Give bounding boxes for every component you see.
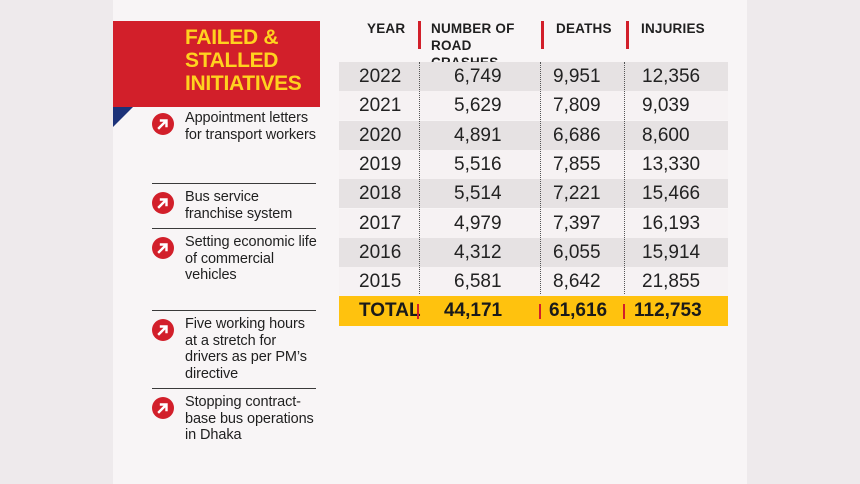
cell-deaths: 9,951 [553, 66, 601, 87]
initiative-label: Appointment letters for transport worker… [185, 110, 316, 143]
total-separator [539, 304, 541, 319]
cell-year: 2022 [359, 66, 402, 87]
arrow-up-right-icon [152, 237, 174, 259]
cell-crashes: 5,514 [454, 183, 502, 205]
list-divider [152, 228, 316, 229]
cell-year: 2016 [359, 241, 402, 263]
cell-deaths: 7,809 [553, 95, 601, 117]
cell-year: 2017 [359, 212, 402, 234]
arrow-up-right-icon [152, 397, 174, 419]
cell-year: 2015 [359, 271, 402, 293]
initiatives-banner: FAILED & STALLED INITIATIVES [113, 21, 320, 107]
table-row: 2016 4,312 6,055 15,914 [339, 237, 728, 267]
cell-injuries: 15,914 [642, 241, 701, 263]
cell-injuries: 16,193 [642, 212, 701, 234]
table-row: 2019 5,516 7,855 13,330 [339, 149, 728, 179]
cell-deaths: 7,855 [553, 153, 601, 175]
cell-crashes: 6,749 [454, 66, 502, 87]
header-deaths: DEATHS [556, 21, 612, 36]
cell-year: 2019 [359, 153, 402, 175]
cell-year: 2020 [359, 124, 402, 146]
table-row: 2022 6,749 9,951 12,356 [339, 62, 728, 91]
table-row: 2021 5,629 7,809 9,039 [339, 91, 728, 121]
initiative-label: Bus service franchise system [185, 189, 293, 222]
banner-title: FAILED & STALLED INITIATIVES [185, 26, 302, 95]
header-year: YEAR [367, 21, 406, 36]
total-deaths: 61,616 [549, 300, 608, 321]
cell-injuries: 15,466 [642, 183, 701, 205]
column-divider [540, 62, 541, 294]
initiative-label: Setting economic life of commercial vehi… [185, 234, 317, 283]
cell-deaths: 7,221 [553, 183, 601, 205]
header-separator [626, 21, 629, 49]
cell-year: 2021 [359, 95, 402, 117]
cell-crashes: 5,629 [454, 95, 502, 117]
table-row: 2020 4,891 6,686 8,600 [339, 120, 728, 150]
cell-injuries: 8,600 [642, 124, 690, 146]
cell-injuries: 12,356 [642, 66, 701, 87]
header-injuries: INJURIES [641, 21, 705, 36]
arrow-up-right-icon [152, 113, 174, 135]
cell-deaths: 8,642 [553, 271, 601, 293]
list-divider [152, 388, 316, 389]
total-row: TOTAL 44,171 61,616 112,753 [339, 296, 728, 326]
column-divider [419, 62, 420, 294]
table-row: 2018 5,514 7,221 15,466 [339, 179, 728, 209]
header-separator [418, 21, 421, 49]
total-separator [623, 304, 625, 319]
cell-crashes: 4,979 [454, 212, 502, 234]
banner-fold [113, 107, 133, 127]
list-divider [152, 183, 316, 184]
cell-injuries: 9,039 [642, 95, 690, 117]
cell-deaths: 6,686 [553, 124, 601, 146]
cell-crashes: 5,516 [454, 153, 502, 175]
cell-injuries: 13,330 [642, 153, 701, 175]
table-row: 2015 6,581 8,642 21,855 [339, 267, 728, 297]
cell-crashes: 6,581 [454, 271, 502, 293]
arrow-up-right-icon [152, 192, 174, 214]
arrow-up-right-icon [152, 319, 174, 341]
cell-crashes: 4,891 [454, 124, 502, 146]
total-injuries: 112,753 [634, 300, 702, 321]
total-crashes: 44,171 [444, 300, 503, 321]
header-separator [541, 21, 544, 49]
cell-deaths: 7,397 [553, 212, 601, 234]
initiative-label: Five working hours at a stretch for driv… [185, 316, 307, 382]
cell-injuries: 21,855 [642, 271, 701, 293]
initiative-label: Stopping contract-base bus operations in… [185, 394, 314, 443]
cell-crashes: 4,312 [454, 241, 502, 263]
cell-year: 2018 [359, 183, 402, 205]
table-row: 2017 4,979 7,397 16,193 [339, 208, 728, 238]
list-divider [152, 310, 316, 311]
column-divider [624, 62, 625, 294]
total-label: TOTAL [359, 300, 421, 321]
cell-deaths: 6,055 [553, 241, 601, 263]
total-separator [417, 304, 419, 319]
